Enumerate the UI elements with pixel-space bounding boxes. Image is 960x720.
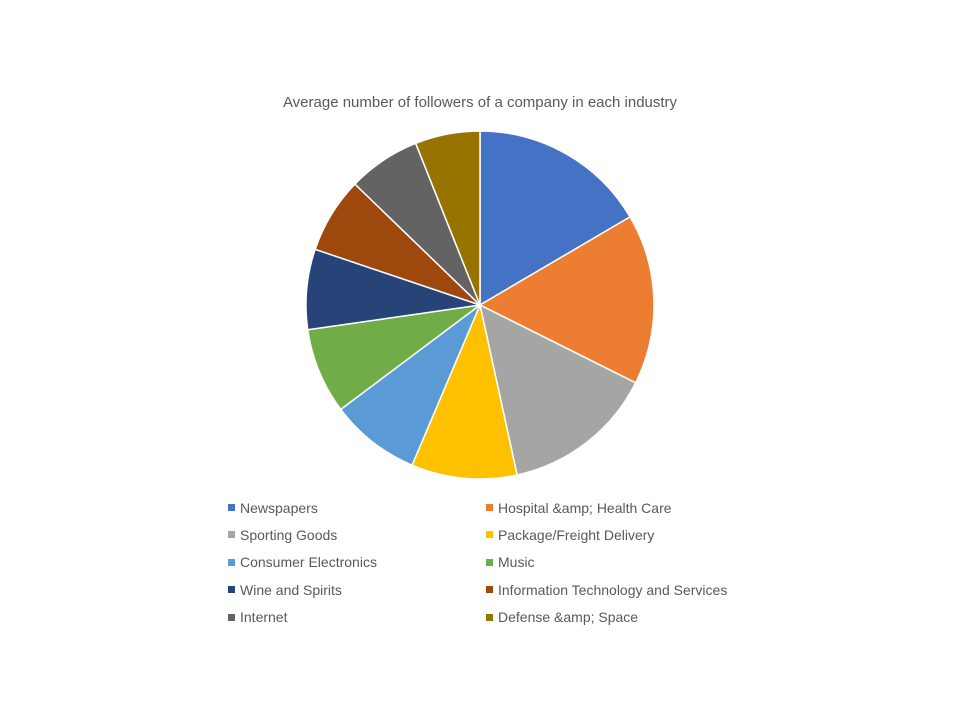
- legend-label: Sporting Goods: [240, 526, 338, 543]
- legend-item: Internet: [228, 608, 486, 627]
- pie-slice-0: [479, 130, 631, 306]
- legend-label: Defense &amp; Space: [498, 609, 639, 626]
- legend-swatch: [486, 586, 493, 594]
- legend-swatch: [228, 504, 235, 511]
- pie-slice-9: [414, 130, 481, 306]
- legend-label: Music: [498, 554, 535, 571]
- pie-slice-1: [479, 216, 655, 384]
- legend-swatch: [486, 558, 493, 566]
- legend-item: Package/Freight Delivery: [486, 525, 788, 544]
- legend-label: Consumer Electronics: [240, 554, 377, 571]
- legend-item: Wine and Spirits: [228, 580, 486, 599]
- legend-item: Music: [486, 553, 788, 572]
- pie-slice-3: [411, 304, 518, 480]
- legend-swatch: [228, 613, 235, 621]
- chart-title: Average number of followers of a company…: [282, 94, 678, 111]
- pie-slice-4: [340, 304, 481, 466]
- legend-swatch: [228, 586, 235, 594]
- legend-item: Information Technology and Services: [486, 580, 788, 599]
- legend-item: Sporting Goods: [228, 525, 486, 544]
- pie-slice-2: [479, 304, 637, 476]
- legend-label: Information Technology and Services: [498, 581, 728, 598]
- legend-swatch: [228, 531, 235, 539]
- legend-swatch: [486, 531, 493, 539]
- legend-label: Package/Freight Delivery: [498, 526, 655, 543]
- legend-item: Newspapers: [228, 498, 486, 517]
- legend-label: Wine and Spirits: [240, 581, 342, 598]
- legend-item: Consumer Electronics: [228, 553, 486, 572]
- legend-swatch: [228, 558, 235, 566]
- legend-swatch: [486, 613, 493, 621]
- legend-label: Hospital &amp; Health Care: [498, 499, 672, 516]
- pie-slices: [305, 130, 655, 480]
- legend-item: Defense &amp; Space: [486, 608, 788, 627]
- legend-swatch: [486, 504, 493, 511]
- chart-legend: Newspapers Hospital &amp; Health Care Spor…: [228, 498, 788, 627]
- legend-item: Hospital &amp; Health Care: [486, 498, 788, 517]
- legend-label: Newspapers: [240, 499, 318, 516]
- legend-label: Internet: [240, 609, 288, 626]
